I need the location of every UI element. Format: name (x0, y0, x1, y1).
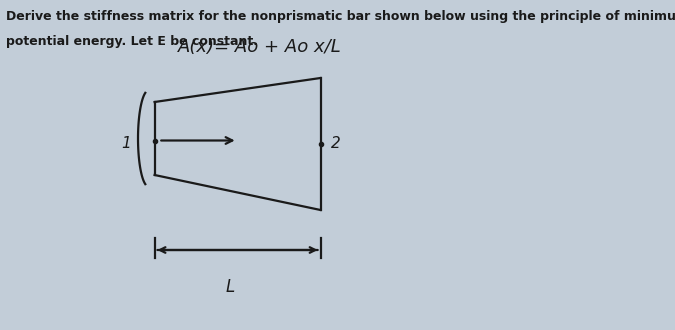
Text: 2: 2 (331, 137, 340, 151)
Text: A(x)= Ao + Ao x/L: A(x)= Ao + Ao x/L (178, 38, 342, 56)
Text: L: L (225, 278, 235, 296)
Text: Derive the stiffness matrix for the nonprismatic bar shown below using the princ: Derive the stiffness matrix for the nonp… (6, 10, 675, 23)
Text: 1: 1 (121, 136, 131, 151)
Text: potential energy. Let E be constant.: potential energy. Let E be constant. (6, 35, 258, 48)
